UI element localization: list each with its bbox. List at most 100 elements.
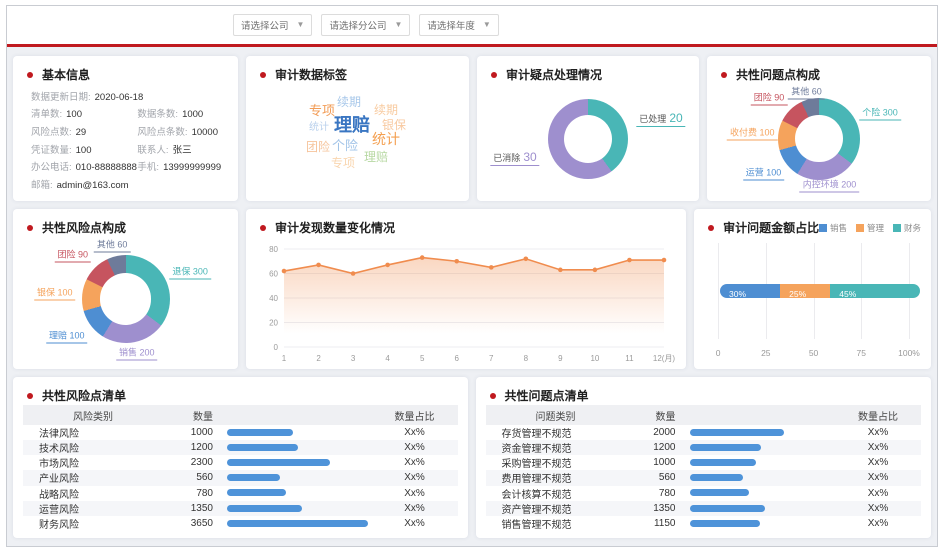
count-bar: [689, 428, 784, 436]
cell-percent: Xx%: [867, 427, 889, 439]
table-header: 风险类别 数量 数量占比: [23, 405, 458, 425]
legend-label: 销售: [829, 223, 847, 233]
cell-category: 技术风险: [39, 444, 79, 456]
cell-category: 资产管理不规范: [501, 504, 572, 516]
chevron-down-icon: ▼: [394, 20, 403, 29]
header-cell: 数量占比: [394, 411, 435, 423]
table-header: 问题类别 数量 数量占比: [485, 405, 921, 425]
tag-word: 续期: [373, 103, 398, 117]
cell-count: 780: [196, 487, 213, 499]
panel-suspect-handling: 审计疑点处理情况 已处理 20 已消除 30: [476, 56, 699, 201]
svg-text:9: 9: [558, 354, 563, 363]
info-label: 联系人:: [137, 144, 169, 156]
panel-header: 基本信息: [27, 66, 90, 83]
svg-text:8: 8: [524, 354, 529, 363]
trend-chart-area: 0 20 40 60 80 1 2 3 4 5 6 7 8 9 10 11 12(月): [256, 239, 676, 365]
svg-text:4: 4: [385, 354, 390, 363]
tag-word: 专项: [330, 156, 355, 170]
info-label: 办公电话:: [31, 162, 72, 174]
info-value: 13999999999: [163, 162, 222, 174]
count-bar: [227, 474, 280, 482]
svg-text:7: 7: [489, 354, 494, 363]
company-select[interactable]: 请选择公司 ▼: [233, 14, 313, 36]
cell-bar: [678, 442, 849, 453]
table-row: 市场风险 2300 Xx%: [23, 455, 458, 470]
cell-category: 财务风险: [39, 519, 79, 531]
donut-label-value: 20: [669, 110, 683, 125]
donut-label: 销售 200: [115, 346, 158, 361]
info-label: 手机:: [137, 162, 160, 174]
x-tick: 100%: [898, 348, 920, 358]
panel-title-text: 审计数据标签: [274, 68, 347, 82]
donut-label: 团险 90: [54, 248, 92, 263]
bar-segment-label: 45%: [839, 289, 857, 298]
risk-table: 风险类别 数量 数量占比 法律风险 1000 Xx% 技术风险 1200 Xx% 市场风险 2300…: [23, 405, 458, 531]
year-select-value: 请选择年度: [427, 21, 475, 32]
table-row: 会计核算不规范 780 Xx%: [486, 486, 921, 501]
risk-mix-donut-area: 退保 300 销售 200 理赔 100 银保 100 团险 90 其他 60: [21, 237, 230, 361]
info-value: 29: [75, 127, 87, 139]
panel-risk-list: 共性风险点清单 风险类别 数量 数量占比 法律风险 1000 Xx% 技术风险 1200 Xx%…: [13, 377, 468, 538]
x-tick: 25: [761, 348, 771, 358]
cell-percent: Xx%: [404, 487, 425, 499]
count-bar: [227, 428, 293, 436]
cell-count: 1000: [190, 427, 213, 439]
x-tick: 0: [715, 348, 721, 358]
tag-word: 个险: [331, 138, 358, 153]
cell-count: 780: [658, 487, 676, 499]
svg-text:3: 3: [351, 354, 356, 363]
donut-label: 已消除 30: [490, 150, 540, 167]
table-row: 费用管理不规范 560 Xx%: [485, 470, 921, 486]
donut-label-name: 已处理: [639, 113, 667, 124]
cell-count: 1350: [653, 502, 676, 514]
svg-text:6: 6: [455, 354, 460, 363]
cell-category: 费用管理不规范: [501, 474, 572, 486]
info-label: 凭证数量:: [31, 144, 72, 156]
info-field: 办公电话: 010-88888888: [31, 159, 137, 173]
branch-select[interactable]: 请选择分公司 ▼: [321, 14, 411, 36]
donut-label: 其他 60: [93, 238, 131, 253]
cell-bar: [215, 488, 386, 499]
bullet-icon: [27, 71, 33, 78]
info-label: 清单数:: [31, 109, 63, 121]
svg-text:20: 20: [269, 319, 278, 328]
bullet-icon: [721, 71, 727, 78]
amount-chart-area: 30% 25% 45%: [718, 243, 921, 339]
count-bar: [227, 504, 302, 512]
bullet-icon: [27, 224, 33, 231]
panel-title-text: 审计发现数量变化情况: [275, 221, 396, 235]
count-bar: [227, 444, 298, 452]
cell-bar: [678, 488, 849, 499]
donut-label-value: 30: [523, 150, 537, 165]
info-value: 010-88888888: [75, 162, 137, 174]
svg-text:1: 1: [282, 354, 287, 363]
x-tick: 75: [856, 348, 866, 358]
panel-header: 共性问题点构成: [721, 66, 820, 83]
count-bar: [227, 519, 368, 527]
cell-count: 1000: [653, 457, 676, 469]
year-select[interactable]: 请选择年度 ▼: [419, 14, 499, 36]
count-bar: [689, 489, 749, 497]
cell-percent: Xx%: [867, 457, 889, 469]
dashboard-frame: 请选择公司 ▼ 请选择分公司 ▼ 请选择年度 ▼ 基本信息 数据更新日期: 202…: [6, 5, 938, 547]
cell-category: 战略风险: [39, 489, 79, 501]
cell-count: 1350: [190, 502, 213, 514]
cell-category: 法律风险: [39, 429, 79, 441]
cell-percent: Xx%: [404, 442, 425, 454]
dashboard-content: 基本信息 数据更新日期: 2020-06-18 清单数: 100 数据条数: 1000 风险…: [7, 47, 937, 538]
panel-trend: 审计发现数量变化情况 0 20 40 60 80 1 2 3 4 5 6 7 8 9 10 11 12(月): [246, 209, 687, 369]
legend-swatch: [855, 224, 864, 232]
tag-word: 统计: [371, 131, 400, 147]
cell-bar: [215, 472, 386, 483]
count-bar: [689, 474, 743, 482]
panel-issue-mix: 共性问题点构成 个险 300 内控环境 200 运营 100 收付费 100 团险 90…: [707, 56, 931, 201]
legend-swatch: [892, 224, 901, 232]
cell-count: 2300: [190, 457, 213, 469]
cell-bar: [678, 518, 849, 529]
svg-text:80: 80: [269, 245, 278, 254]
x-tick: 50: [808, 348, 819, 358]
cell-count: 1200: [653, 442, 676, 454]
cell-bar: [678, 503, 849, 514]
cell-count: 560: [196, 472, 213, 484]
donut-label: 已处理 20: [636, 110, 686, 127]
